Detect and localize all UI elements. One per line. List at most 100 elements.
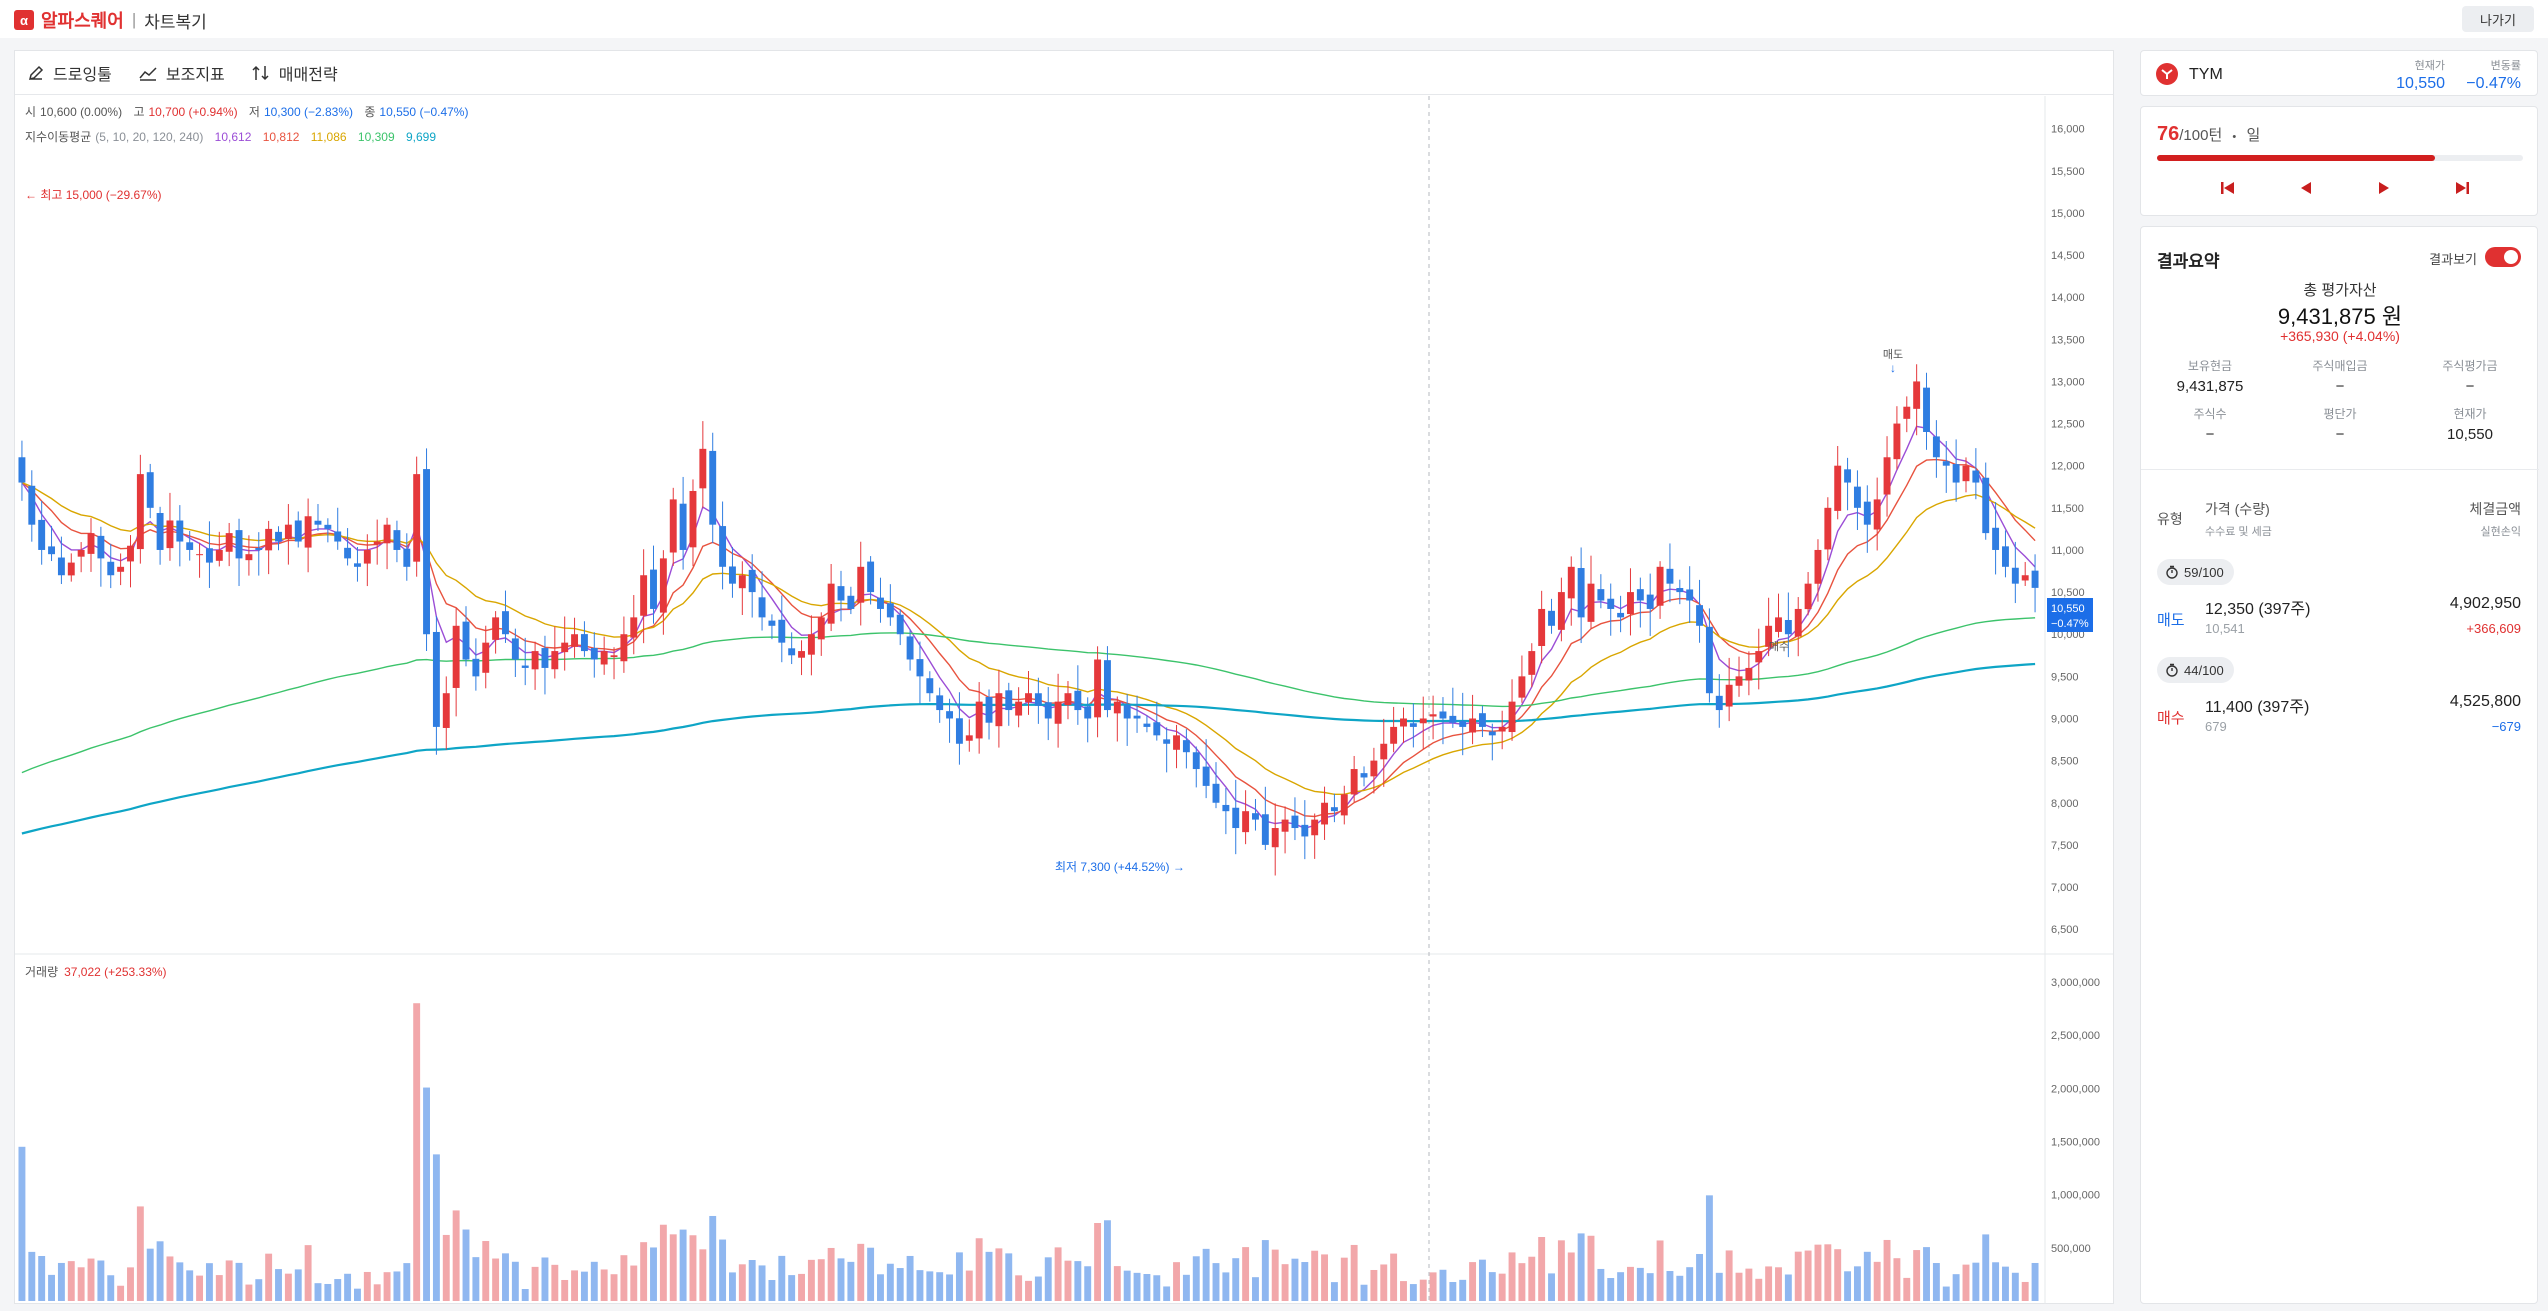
candle-body: [77, 549, 85, 557]
volume-bar: [1015, 1275, 1023, 1301]
result-title: 결과요약: [2157, 252, 2220, 271]
last-turn-button[interactable]: [2447, 173, 2477, 203]
candle-body: [87, 533, 95, 554]
volume-bar: [1034, 1276, 1042, 1301]
price-chart[interactable]: 16,000 15,500 15,000 14,500 14,000 13,500 13,0…: [15, 96, 2113, 1304]
candle-body: [146, 472, 154, 508]
toggle-knob: [2504, 250, 2518, 264]
candle-body: [1182, 740, 1190, 753]
candle-body: [946, 711, 954, 719]
candle-body: [1192, 752, 1200, 770]
candle-body: [1863, 501, 1871, 525]
candle-body: [738, 575, 746, 589]
candle-body: [205, 548, 213, 563]
volume-bar: [1903, 1277, 1911, 1301]
candle-body: [1696, 605, 1703, 626]
volume-bar: [393, 1271, 401, 1301]
candle-body: [1153, 722, 1161, 736]
total-assets-value: 9,431,875 원: [2277, 304, 2403, 329]
stat-value: −: [2205, 426, 2215, 443]
candle-body: [1656, 566, 1664, 606]
candle-body: [877, 597, 884, 609]
volume-bar: [1380, 1264, 1388, 1301]
candle-body: [1113, 701, 1121, 714]
candle-body: [906, 636, 914, 660]
candle-body: [699, 448, 707, 489]
stat-label: 현재가: [2453, 407, 2487, 421]
trade-fee: 679: [2205, 719, 2227, 734]
volume-bar: [886, 1263, 894, 1301]
price-axis-label: 15,500: [2051, 166, 2085, 178]
candle-body: [1034, 693, 1042, 706]
buy-marker: 매수: [1769, 640, 1789, 653]
candle-body: [127, 545, 134, 562]
volume-bar: [580, 1271, 588, 1301]
volume-bar: [57, 1262, 65, 1301]
volume-bar: [640, 1242, 648, 1301]
volume-bar: [2002, 1266, 2009, 1301]
prev-turn-button[interactable]: [2291, 173, 2321, 203]
volume-bar: [1133, 1272, 1141, 1301]
stat-label: 보유현금: [2187, 359, 2233, 373]
candle-body: [620, 634, 628, 662]
candle-body: [1893, 423, 1901, 460]
volume-bar: [403, 1263, 411, 1301]
candle-body: [1469, 718, 1477, 733]
volume-axis: 3,000,000 2,500,000 2,000,000 1,500,000 1,00…: [2051, 977, 2100, 1255]
volume-bar: [738, 1264, 746, 1301]
candle-body: [1488, 731, 1496, 736]
view-result-toggle[interactable]: [2485, 247, 2521, 267]
candle-body: [304, 516, 312, 548]
volume-bar: [1202, 1248, 1210, 1301]
volume-bar: [1982, 1234, 1990, 1301]
volume-bar: [205, 1263, 213, 1301]
volume-bar: [1005, 1253, 1013, 1301]
ticker-price-label: 현재가: [2414, 60, 2445, 72]
volume-bar: [28, 1251, 36, 1301]
volume-bar: [1153, 1275, 1161, 1301]
candle-body: [225, 533, 233, 552]
turn-progress-fill: [2157, 155, 2436, 161]
volume-bar: [1350, 1244, 1358, 1301]
volume-bar: [1064, 1260, 1072, 1301]
volume-bar: [1163, 1286, 1171, 1301]
candle-body: [1291, 815, 1299, 829]
ma-line-120: [21, 617, 2036, 774]
header-amount: 체결금액: [2469, 501, 2521, 517]
volume-bar: [748, 1260, 756, 1301]
sell-arrow-icon: ↓: [1890, 361, 1896, 375]
view-result-label: 결과보기: [2429, 252, 2477, 267]
candle-body: [383, 524, 391, 544]
candle-body: [1587, 583, 1595, 622]
pencil-icon: [28, 65, 44, 80]
candle-body: [1666, 568, 1674, 584]
price-axis-label: 7,000: [2051, 882, 2079, 894]
volume-bar: [699, 1249, 707, 1301]
candle-body: [847, 595, 855, 609]
volume-bar: [1745, 1268, 1753, 1301]
candle-body: [817, 617, 825, 640]
volume-bar: [1498, 1273, 1506, 1301]
stat-shares: 주식수 −: [2145, 405, 2275, 443]
volume-bar: [1222, 1272, 1230, 1301]
indicators-button[interactable]: 보조지표: [138, 61, 225, 85]
volume-bar: [679, 1229, 687, 1301]
volume-bar: [1676, 1275, 1684, 1301]
next-turn-button[interactable]: [2369, 173, 2399, 203]
volume-bar: [1696, 1253, 1703, 1301]
volume-legend: 거래량 37,022 (+253.33%): [25, 965, 167, 979]
header-amount-sub: 실현손익: [2480, 526, 2521, 538]
candle-body: [1913, 381, 1921, 409]
volume-bar: [1439, 1269, 1447, 1301]
ma-legend: 지수이동평균 (5, 10, 20, 120, 240) 10,612 10,81…: [25, 130, 436, 144]
trade-price: 12,350 (397주): [2205, 601, 2311, 618]
exit-button[interactable]: 나가기: [2462, 6, 2534, 32]
candle-body: [472, 658, 480, 677]
brand[interactable]: α 알파스퀘어 | 차트복기: [14, 7, 207, 33]
volume-bar: [798, 1273, 805, 1301]
turn-progress-bar: [2157, 155, 2523, 161]
volume-bar: [1103, 1220, 1111, 1301]
strategy-button[interactable]: 매매전략: [251, 61, 338, 85]
first-turn-button[interactable]: [2213, 173, 2243, 203]
drawing-tool-button[interactable]: 드로잉툴: [27, 61, 112, 85]
